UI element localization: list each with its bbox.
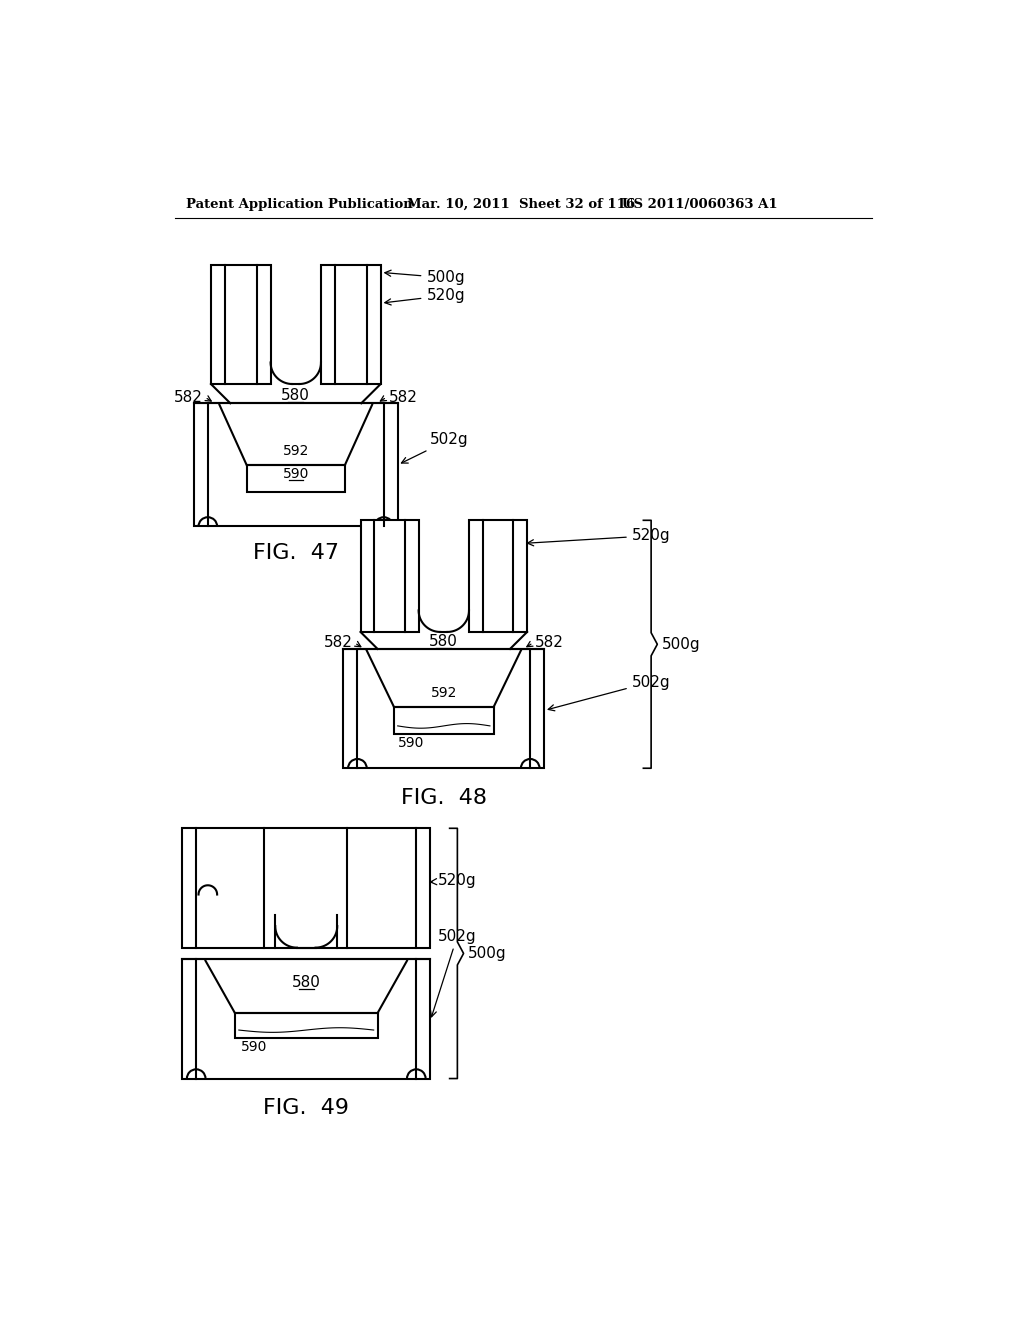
Text: 580: 580 xyxy=(292,974,321,990)
Text: Mar. 10, 2011  Sheet 32 of 116: Mar. 10, 2011 Sheet 32 of 116 xyxy=(407,198,635,211)
Text: 582: 582 xyxy=(324,635,352,651)
Text: FIG.  48: FIG. 48 xyxy=(400,788,486,808)
Bar xyxy=(247,465,345,492)
Bar xyxy=(182,829,430,948)
Text: 500g: 500g xyxy=(468,946,507,961)
Text: 500g: 500g xyxy=(662,636,700,652)
Bar xyxy=(343,649,544,768)
Text: 582: 582 xyxy=(174,389,203,405)
Text: 502g: 502g xyxy=(401,432,469,463)
Text: 500g: 500g xyxy=(385,271,465,285)
Text: 580: 580 xyxy=(282,388,310,403)
Bar xyxy=(394,706,494,734)
Text: 592: 592 xyxy=(283,444,309,458)
Text: 502g: 502g xyxy=(430,928,476,1016)
Text: 582: 582 xyxy=(388,389,417,405)
Text: 592: 592 xyxy=(431,686,457,700)
Bar xyxy=(182,960,430,1078)
Text: FIG.  49: FIG. 49 xyxy=(263,1098,349,1118)
Text: 582: 582 xyxy=(535,635,564,651)
Bar xyxy=(321,264,381,384)
Text: 590: 590 xyxy=(241,1040,267,1053)
Bar xyxy=(211,264,270,384)
Text: Patent Application Publication: Patent Application Publication xyxy=(186,198,413,211)
Text: 580: 580 xyxy=(429,634,459,648)
Bar xyxy=(194,404,397,527)
Text: 520g: 520g xyxy=(527,528,671,546)
Text: 502g: 502g xyxy=(548,675,671,710)
Text: 520g: 520g xyxy=(385,288,465,305)
Bar xyxy=(469,520,527,632)
Bar xyxy=(234,1014,378,1038)
Text: US 2011/0060363 A1: US 2011/0060363 A1 xyxy=(623,198,778,211)
Text: 520g: 520g xyxy=(430,873,476,888)
Text: FIG.  47: FIG. 47 xyxy=(253,544,339,564)
Bar xyxy=(360,520,419,632)
Text: 590: 590 xyxy=(397,735,424,750)
Text: 590: 590 xyxy=(283,467,309,480)
